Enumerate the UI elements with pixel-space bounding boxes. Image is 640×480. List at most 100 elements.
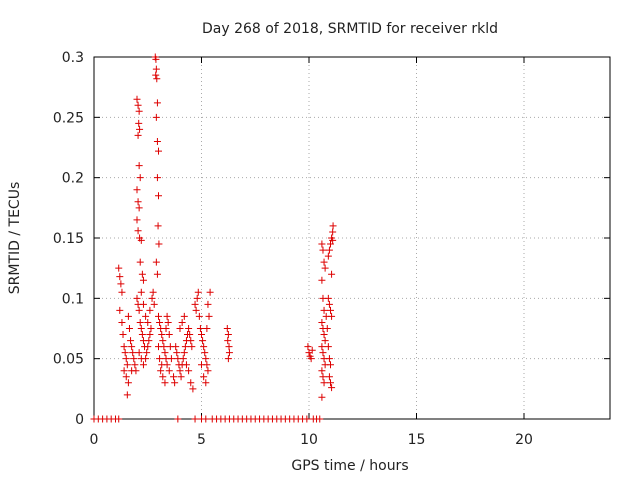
data-point xyxy=(135,204,143,212)
x-tick-label: 5 xyxy=(197,432,206,448)
data-point xyxy=(138,270,146,278)
chart-title: Day 268 of 2018, SRMTID for receiver rkl… xyxy=(202,21,498,37)
data-point xyxy=(202,379,210,387)
x-tick-label: 0 xyxy=(90,432,99,448)
data-point xyxy=(142,355,150,363)
data-point xyxy=(176,367,184,375)
y-tick-label: 0.3 xyxy=(62,50,84,66)
data-point xyxy=(119,331,127,339)
data-point xyxy=(146,331,154,339)
data-point xyxy=(318,240,326,248)
data-point xyxy=(198,361,205,369)
data-point xyxy=(158,361,166,369)
data-point xyxy=(134,101,142,109)
data-point xyxy=(137,288,145,296)
data-point xyxy=(116,306,124,314)
grid xyxy=(94,57,610,419)
data-point xyxy=(328,312,336,320)
data-point xyxy=(159,337,167,345)
data-point xyxy=(185,325,193,332)
y-tick-label: 0 xyxy=(75,412,84,428)
data-point xyxy=(155,312,162,320)
data-point xyxy=(163,312,171,320)
data-point xyxy=(134,131,142,139)
data-point xyxy=(316,415,324,423)
data-point xyxy=(135,306,143,314)
data-point xyxy=(177,373,185,381)
data-point xyxy=(200,373,208,381)
data-point xyxy=(179,355,187,363)
data-point xyxy=(152,55,160,63)
data-point xyxy=(193,294,201,302)
data-point xyxy=(187,337,195,345)
data-point xyxy=(182,361,190,369)
data-point xyxy=(329,236,337,244)
data-point xyxy=(318,318,326,326)
data-point xyxy=(118,318,126,326)
data-point xyxy=(135,349,143,357)
data-point xyxy=(321,337,329,345)
data-point xyxy=(172,343,180,351)
data-point xyxy=(194,288,202,296)
data-point xyxy=(124,379,132,387)
data-point xyxy=(153,99,161,107)
data-point xyxy=(136,125,144,133)
data-point xyxy=(204,300,212,308)
data-point xyxy=(202,415,210,423)
data-point xyxy=(120,343,128,351)
data-point xyxy=(180,312,188,320)
data-point xyxy=(149,288,157,296)
data-point xyxy=(195,312,203,320)
data-point xyxy=(143,349,151,357)
data-point xyxy=(180,349,188,357)
data-point xyxy=(133,95,141,103)
data-point xyxy=(325,373,333,381)
data-point xyxy=(153,75,161,83)
data-point xyxy=(167,355,175,363)
data-point xyxy=(318,276,326,284)
data-point xyxy=(152,71,160,79)
data-point xyxy=(320,306,328,314)
data-point xyxy=(152,258,160,266)
data-point xyxy=(144,318,152,326)
data-point xyxy=(327,361,334,369)
data-point xyxy=(116,273,124,281)
data-point xyxy=(319,349,327,357)
data-point xyxy=(158,331,166,339)
data-point xyxy=(327,379,334,387)
data-point xyxy=(181,343,189,351)
x-tick-label: 15 xyxy=(408,432,426,448)
data-point xyxy=(136,258,144,266)
data-point xyxy=(318,343,326,351)
data-point xyxy=(188,343,196,351)
data-point xyxy=(153,270,161,278)
data-point xyxy=(120,367,128,375)
data-point xyxy=(224,355,232,363)
x-axis: 0 5 10 15 20 xyxy=(90,57,533,448)
data-point xyxy=(225,343,233,351)
data-point xyxy=(191,415,199,423)
y-tick-label: 0.15 xyxy=(53,231,84,247)
data-point xyxy=(125,325,133,332)
data-point xyxy=(139,300,147,308)
data-point xyxy=(161,379,169,387)
data-point xyxy=(206,288,214,296)
data-point xyxy=(225,349,233,357)
y-tick-label: 0.25 xyxy=(53,110,84,126)
data-point xyxy=(201,349,209,357)
data-point xyxy=(325,246,333,254)
data-point xyxy=(133,186,141,194)
data-point xyxy=(192,306,200,314)
data-point xyxy=(165,331,173,339)
x-tick-label: 20 xyxy=(515,432,533,448)
data-point xyxy=(324,294,332,302)
data-point xyxy=(328,384,336,392)
data-point xyxy=(308,346,316,354)
data-point xyxy=(155,192,162,200)
data-point xyxy=(150,300,158,308)
data-point xyxy=(173,349,181,357)
data-point xyxy=(224,331,232,339)
data-point xyxy=(153,137,161,145)
data-point xyxy=(320,379,328,387)
data-point xyxy=(324,252,332,260)
